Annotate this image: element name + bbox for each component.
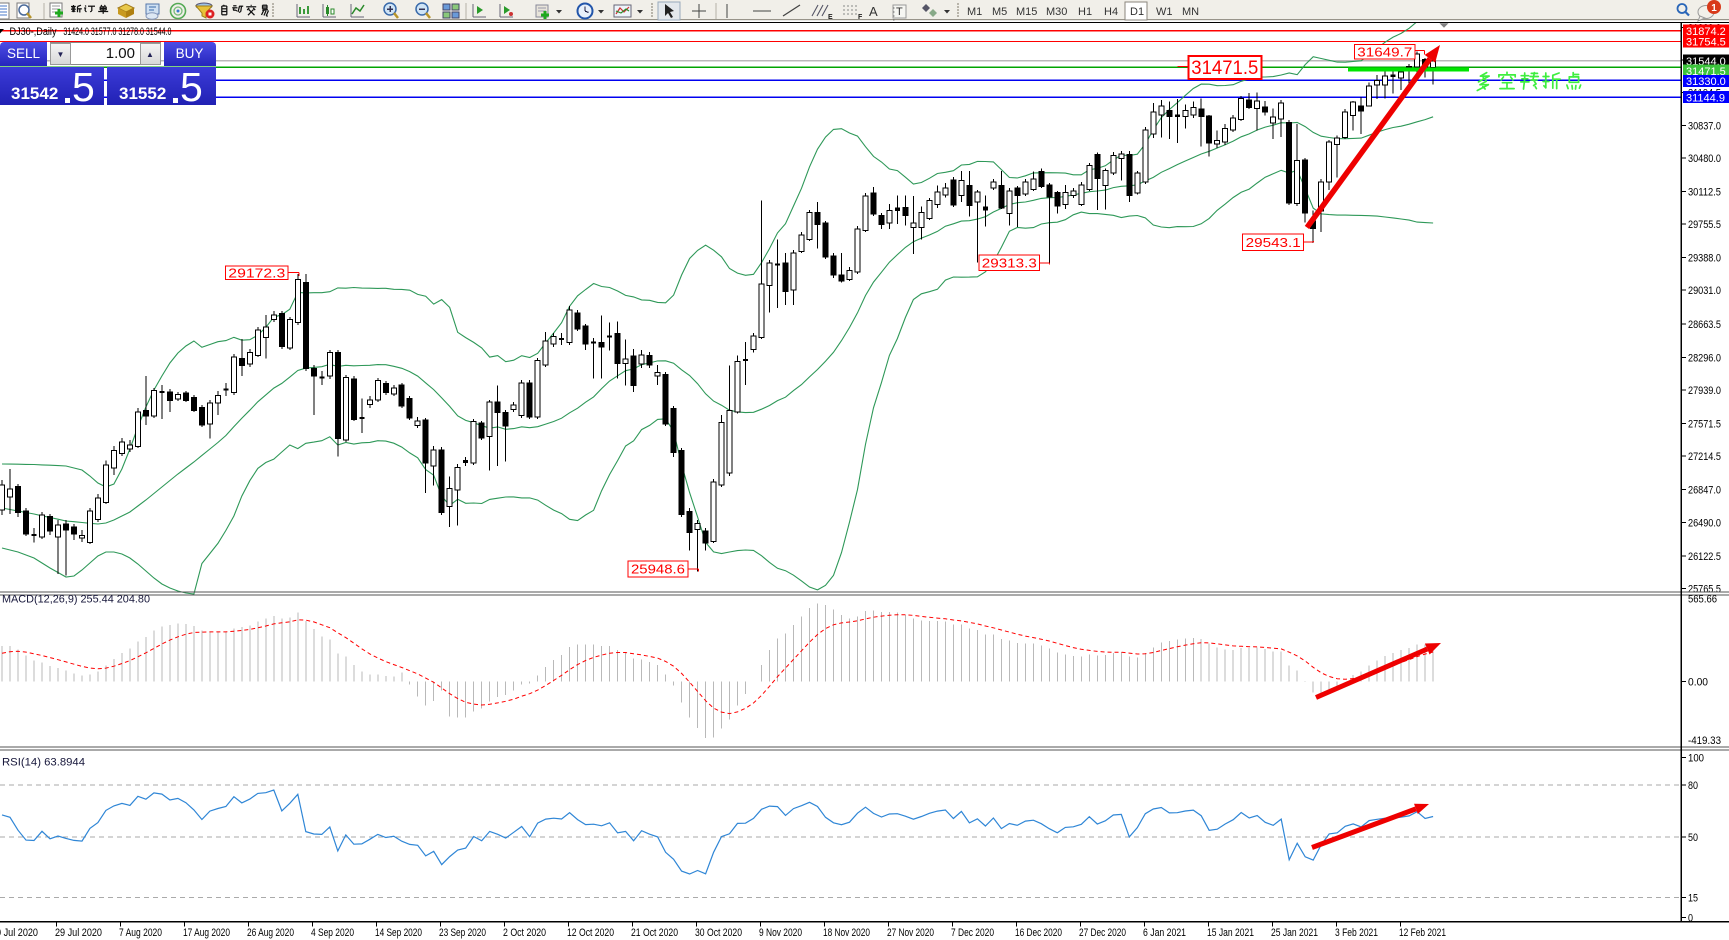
svg-text:28296.0: 28296.0 [1688,352,1721,364]
svg-text:80: 80 [1688,780,1698,792]
svg-text:6 Jan 2021: 6 Jan 2021 [1143,927,1186,939]
svg-text:17 Aug 2020: 17 Aug 2020 [183,927,230,939]
svg-text:27 Dec 2020: 27 Dec 2020 [1079,927,1126,939]
svg-text:12 Feb 2021: 12 Feb 2021 [1399,927,1446,939]
svg-text:27571.5: 27571.5 [1688,419,1721,431]
svg-text:H4: H4 [1104,6,1118,18]
svg-text:31874.2: 31874.2 [1686,26,1726,38]
svg-text:30480.0: 30480.0 [1688,153,1721,165]
svg-text:100: 100 [1688,753,1704,765]
svg-text:F: F [858,14,863,21]
svg-text:29313.3: 29313.3 [982,256,1037,271]
svg-text:30 Oct 2020: 30 Oct 2020 [695,927,742,939]
svg-text:7 Dec 2020: 7 Dec 2020 [951,927,994,939]
svg-text:29755.5: 29755.5 [1688,219,1721,231]
svg-text:MN: MN [1182,6,1199,18]
svg-text:14 Sep 2020: 14 Sep 2020 [375,927,422,939]
svg-text:26 Aug 2020: 26 Aug 2020 [247,927,294,939]
svg-text:21 Oct 2020: 21 Oct 2020 [631,927,678,939]
svg-text:29388.0: 29388.0 [1688,253,1721,265]
svg-text:25948.6: 25948.6 [631,562,685,577]
svg-text:M5: M5 [992,6,1007,18]
svg-text:M1: M1 [967,6,982,18]
svg-text:15 Jan 2021: 15 Jan 2021 [1207,927,1254,939]
svg-text:12 Oct 2020: 12 Oct 2020 [567,927,614,939]
svg-text:3 Feb 2021: 3 Feb 2021 [1335,927,1378,939]
svg-text:0.00: 0.00 [1688,676,1708,688]
svg-text:RSI(14) 63.8944: RSI(14) 63.8944 [2,757,85,769]
svg-text:7 Aug 2020: 7 Aug 2020 [119,927,162,939]
svg-text:W1: W1 [1156,6,1173,18]
svg-text:30837.0: 30837.0 [1688,120,1721,132]
svg-text:1: 1 [1711,3,1717,14]
svg-text:26122.5: 26122.5 [1688,551,1721,563]
svg-text:28663.5: 28663.5 [1688,319,1721,331]
svg-text:M15: M15 [1016,6,1037,18]
svg-text:31649.7: 31649.7 [1357,45,1412,60]
svg-text:E: E [828,14,833,21]
svg-text:15: 15 [1688,893,1698,905]
svg-text:T: T [896,6,903,18]
svg-text:23 Sep 2020: 23 Sep 2020 [439,927,486,939]
svg-text:26490.0: 26490.0 [1688,517,1721,529]
svg-text:M30: M30 [1046,6,1067,18]
svg-text:31144.9: 31144.9 [1686,92,1725,104]
svg-text:25 Jan 2021: 25 Jan 2021 [1271,927,1318,939]
svg-text:-419.33: -419.33 [1688,735,1721,747]
svg-text:D1: D1 [1130,6,1144,18]
svg-text:2 Oct 2020: 2 Oct 2020 [503,927,546,939]
svg-text:29543.1: 29543.1 [1246,235,1301,250]
svg-text:565.66: 565.66 [1688,594,1717,606]
svg-text:20 Jul 2020: 20 Jul 2020 [0,927,38,939]
svg-text:9 Nov 2020: 9 Nov 2020 [759,927,802,939]
svg-text:31424.0 31577.0 31278.0 31544.: 31424.0 31577.0 31278.0 31544.0 [63,26,171,38]
svg-text:31330.0: 31330.0 [1686,76,1726,88]
svg-text:18 Nov 2020: 18 Nov 2020 [823,927,870,939]
svg-text:29 Jul 2020: 29 Jul 2020 [55,927,102,939]
svg-text:31754.5: 31754.5 [1686,37,1726,49]
svg-text:26847.0: 26847.0 [1688,485,1721,497]
svg-text:29172.3: 29172.3 [228,265,285,280]
svg-text:MACD(12,26,9) 255.44 204.80: MACD(12,26,9) 255.44 204.80 [2,594,150,606]
svg-text:27 Nov 2020: 27 Nov 2020 [887,927,934,939]
svg-text:16 Dec 2020: 16 Dec 2020 [1015,927,1062,939]
svg-text:A: A [869,4,878,19]
svg-text:H1: H1 [1078,6,1092,18]
svg-text:50: 50 [1688,832,1698,844]
svg-text:27939.0: 27939.0 [1688,385,1721,397]
svg-text:4 Sep 2020: 4 Sep 2020 [311,927,354,939]
svg-text:30112.5: 30112.5 [1688,187,1721,199]
svg-text:29031.0: 29031.0 [1688,285,1721,297]
svg-text:27214.5: 27214.5 [1688,451,1721,463]
svg-text:31471.5: 31471.5 [1191,58,1258,79]
svg-text:0: 0 [1688,913,1693,925]
svg-text:DJ30-,Daily: DJ30-,Daily [10,26,57,38]
